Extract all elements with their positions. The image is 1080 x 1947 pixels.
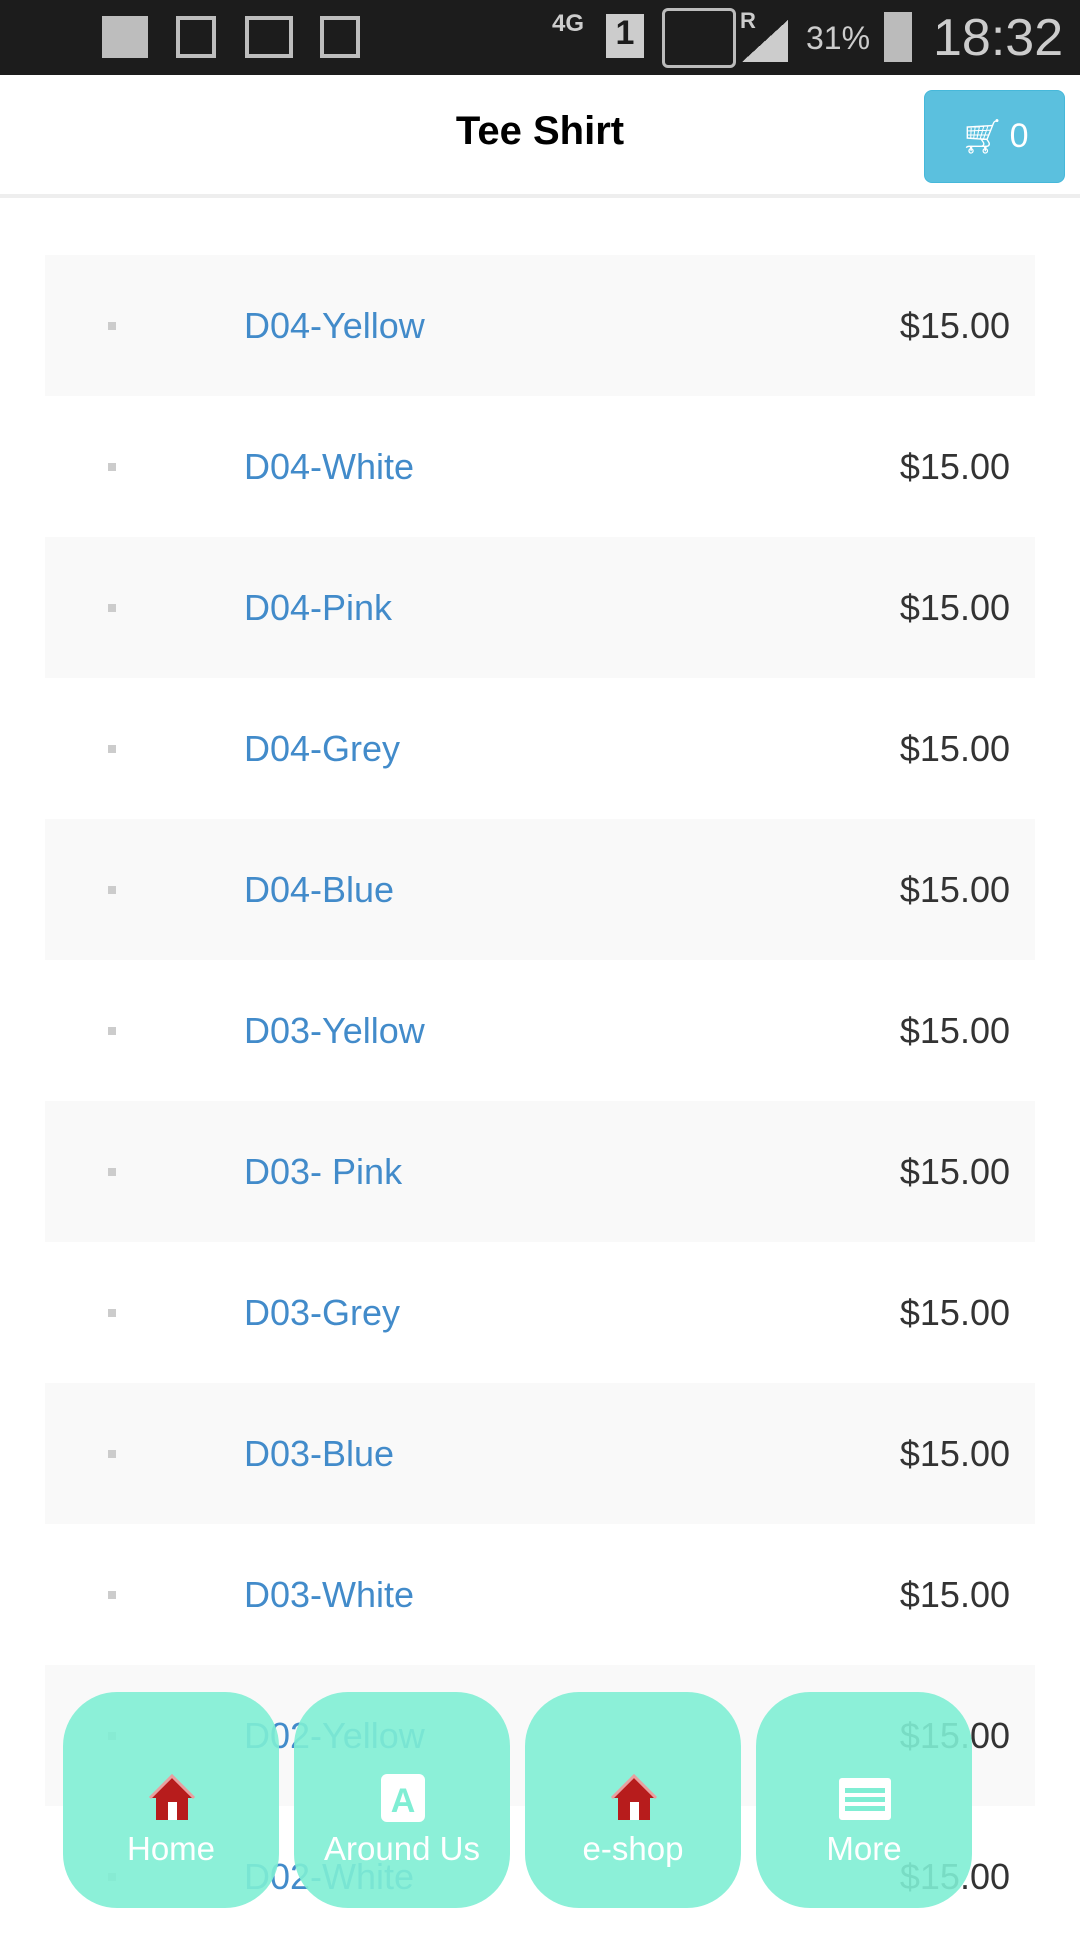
product-price: $15.00	[899, 869, 1010, 910]
product-row[interactable]: D03- Pink $15.00	[45, 1101, 1035, 1242]
list-icon	[839, 1772, 891, 1824]
cart-count: 0	[1009, 117, 1029, 155]
product-name-link[interactable]: D03-Grey	[244, 1292, 401, 1333]
battery-charging-icon	[884, 12, 912, 62]
product-thumbnail	[108, 463, 116, 471]
product-thumbnail	[108, 1168, 116, 1176]
product-row[interactable]: D04-Blue $15.00	[45, 819, 1035, 960]
a-letter-icon: A	[377, 1772, 429, 1824]
house-icon	[146, 1772, 198, 1824]
app-header: Tee Shirt 🛒︎ 0	[0, 75, 1080, 198]
clock: 18:32	[933, 9, 1064, 67]
product-name-link[interactable]: D04-White	[244, 446, 415, 487]
product-thumbnail	[108, 1450, 116, 1458]
product-list: D04-Yellow $15.00 D04-White $15.00 D04-P…	[45, 255, 1035, 1947]
product-name-link[interactable]: D03-Yellow	[244, 1010, 425, 1051]
product-name-link[interactable]: D04-Blue	[244, 869, 395, 910]
product-name-link[interactable]: D04-Grey	[244, 728, 401, 769]
product-price: $15.00	[899, 728, 1010, 769]
nav-label: e-shop	[582, 1830, 684, 1867]
nav-label: Around Us	[324, 1830, 480, 1867]
nav-button-home[interactable]: Home	[63, 1692, 279, 1908]
product-price: $15.00	[899, 1433, 1010, 1474]
product-thumbnail	[108, 1027, 116, 1035]
product-name-link[interactable]: D03- Pink	[244, 1151, 403, 1192]
product-row[interactable]: D04-Grey $15.00	[45, 678, 1035, 819]
product-price: $15.00	[899, 1010, 1010, 1051]
page-title: Tee Shirt	[455, 109, 625, 153]
product-name-link[interactable]: D04-Pink	[244, 587, 393, 628]
network-type: 4G	[552, 10, 585, 37]
nav-label: More	[826, 1830, 902, 1867]
product-row[interactable]: D03-Blue $15.00	[45, 1383, 1035, 1524]
product-price: $15.00	[899, 1574, 1010, 1615]
signal-icon	[662, 8, 736, 68]
product-row[interactable]: D03-White $15.00	[45, 1524, 1035, 1665]
product-row[interactable]: D04-Pink $15.00	[45, 537, 1035, 678]
battery-percent: 31%	[806, 20, 871, 56]
product-price: $15.00	[899, 446, 1010, 487]
product-price: $15.00	[899, 587, 1010, 628]
product-thumbnail	[108, 886, 116, 894]
nav-button-more[interactable]: More	[756, 1692, 972, 1908]
product-thumbnail	[108, 1591, 116, 1599]
image-icon	[245, 16, 293, 58]
status-bar: 4G 1 R 31% 18:32	[0, 0, 1080, 75]
product-price: $15.00	[899, 305, 1010, 346]
download-done-icon	[176, 16, 216, 58]
product-thumbnail	[108, 1309, 116, 1317]
nav-button-e-shop[interactable]: e-shop	[525, 1692, 741, 1908]
product-name-link[interactable]: D04-Yellow	[244, 305, 425, 346]
sim-indicator: 1	[606, 14, 644, 58]
product-name-link[interactable]: D03-Blue	[244, 1433, 395, 1474]
product-thumbnail	[108, 604, 116, 612]
product-row[interactable]: D03-Yellow $15.00	[45, 960, 1035, 1101]
product-price: $15.00	[899, 1292, 1010, 1333]
download-done-icon	[320, 16, 360, 58]
nav-label: Home	[126, 1830, 216, 1867]
product-row[interactable]: D03-Grey $15.00	[45, 1242, 1035, 1383]
nav-button-around-us[interactable]: A Around Us	[294, 1692, 510, 1908]
cart-icon: 🛒︎	[960, 117, 1004, 156]
product-thumbnail	[108, 745, 116, 753]
product-thumbnail	[108, 322, 116, 330]
product-name-link[interactable]: D03-White	[244, 1574, 415, 1615]
signal-icon	[742, 20, 788, 62]
wifi-icon	[102, 16, 148, 58]
product-row[interactable]: D04-White $15.00	[45, 396, 1035, 537]
product-price: $15.00	[899, 1151, 1010, 1192]
product-row[interactable]: D04-Yellow $15.00	[45, 255, 1035, 396]
house-icon	[608, 1772, 660, 1824]
svg-text:A: A	[391, 1782, 416, 1820]
cart-button[interactable]: 🛒︎ 0	[924, 90, 1065, 183]
